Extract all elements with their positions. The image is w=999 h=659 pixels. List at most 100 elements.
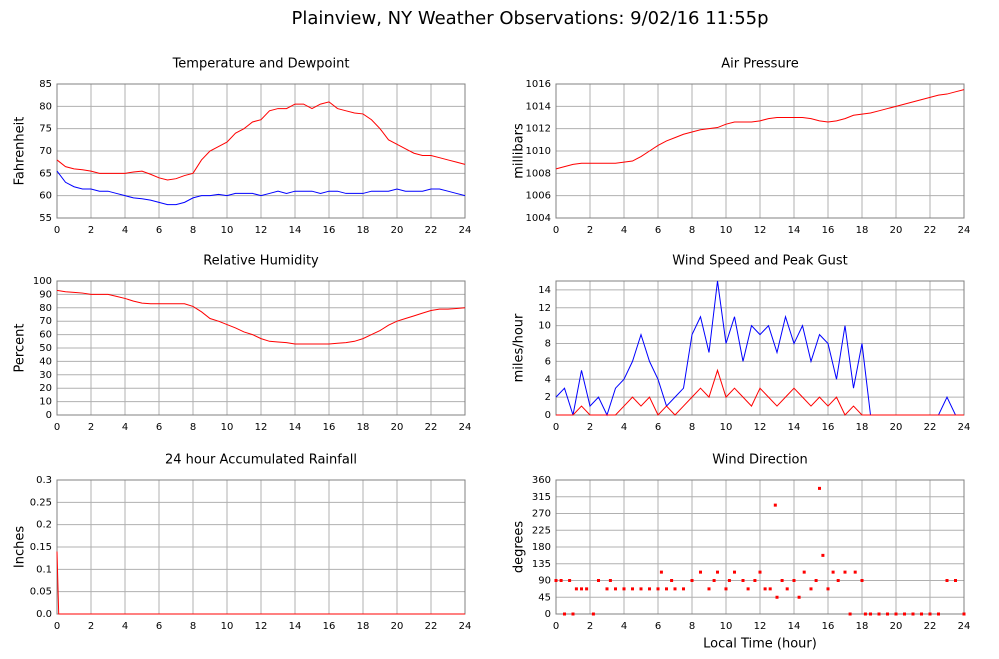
x-tick-label: 6: [156, 422, 162, 433]
data-line: [56, 170, 466, 206]
data-point: [741, 579, 745, 582]
data-point: [746, 587, 750, 591]
plot-frame: [56, 280, 466, 416]
y-axis-label: Fahrenheit: [13, 117, 28, 186]
y-tick-label: 85: [39, 79, 52, 90]
data-point: [758, 570, 762, 574]
data-point: [733, 570, 736, 574]
data-point: [580, 587, 583, 591]
y-axis-label: degrees: [512, 521, 527, 574]
x-tick-label: 14: [788, 225, 801, 236]
y-tick-label: 55: [39, 213, 52, 224]
data-line: [555, 89, 965, 170]
panel-title: Wind Speed and Peak Gust: [672, 254, 847, 269]
data-point: [826, 587, 830, 591]
y-axis-label: Inches: [13, 526, 28, 568]
y-tick-label: 50: [39, 343, 52, 354]
x-tick-label: 8: [689, 422, 695, 433]
data-point: [894, 612, 898, 616]
x-tick-label: 16: [323, 225, 336, 236]
data-point: [945, 579, 949, 582]
x-tick-label: 20: [890, 621, 903, 632]
data-point: [809, 587, 813, 591]
data-point: [920, 612, 923, 616]
x-tick-label: 0: [54, 422, 60, 433]
y-tick-label: 0.2: [36, 520, 52, 531]
x-tick-label: 24: [958, 422, 971, 433]
x-tick-label: 18: [856, 422, 869, 433]
x-tick-label: 4: [122, 621, 128, 632]
y-tick-label: 90: [538, 576, 551, 587]
data-point: [797, 595, 801, 599]
x-tick-label: 0: [553, 225, 559, 236]
data-point: [585, 587, 589, 591]
y-tick-label: 360: [532, 475, 551, 486]
x-tick-label: 24: [459, 422, 472, 433]
x-tick-label: 14: [289, 422, 302, 433]
data-point: [591, 612, 595, 616]
data-point: [605, 587, 609, 591]
x-tick-label: 12: [754, 225, 767, 236]
y-tick-label: 1010: [526, 146, 551, 157]
x-tick-label: 4: [122, 422, 128, 433]
data-point: [848, 612, 852, 616]
x-tick-label: 24: [958, 225, 971, 236]
panel-title: Relative Humidity: [203, 254, 319, 269]
x-tick-label: 22: [425, 621, 438, 632]
x-tick-label: 12: [255, 621, 268, 632]
y-tick-label: 1008: [526, 168, 551, 179]
x-tick-label: 12: [255, 225, 268, 236]
data-point: [656, 587, 660, 591]
x-tick-label: 20: [890, 422, 903, 433]
y-axis-label: miles/hour: [512, 313, 527, 382]
x-tick-label: 10: [720, 225, 733, 236]
x-tick-label: 4: [621, 621, 627, 632]
x-tick-label: 12: [255, 422, 268, 433]
y-tick-label: 0.15: [30, 542, 52, 553]
x-tick-label: 16: [323, 621, 336, 632]
page-title: Plainview, NY Weather Observations: 9/02…: [291, 8, 768, 29]
x-tick-label: 0: [54, 621, 60, 632]
data-point: [699, 570, 702, 574]
data-point: [716, 570, 719, 574]
y-tick-label: 0: [545, 410, 551, 421]
x-axis-label: Local Time (hour): [703, 637, 817, 652]
y-axis-label: Percent: [13, 324, 28, 373]
x-tick-label: 16: [323, 422, 336, 433]
y-tick-label: 20: [39, 383, 52, 394]
data-point: [554, 579, 558, 582]
x-tick-label: 12: [754, 422, 767, 433]
data-point: [665, 587, 668, 591]
data-point: [843, 570, 847, 574]
y-tick-label: 75: [39, 124, 52, 135]
data-point: [571, 612, 575, 616]
data-point: [707, 587, 711, 591]
panel-title: Temperature and Dewpoint: [172, 57, 350, 72]
y-axis-label: millibars: [512, 123, 527, 179]
x-tick-label: 2: [88, 422, 94, 433]
y-tick-label: 315: [532, 492, 551, 503]
y-tick-label: 270: [532, 509, 551, 520]
data-point: [775, 595, 779, 599]
x-tick-label: 20: [391, 225, 404, 236]
y-tick-label: 0.1: [36, 564, 52, 575]
x-tick-label: 18: [856, 621, 869, 632]
data-point: [568, 579, 572, 582]
data-point: [821, 553, 825, 557]
plot-frame: [555, 479, 965, 615]
y-tick-label: 0.0: [36, 609, 52, 620]
panel-title: Wind Direction: [712, 453, 808, 468]
data-point: [659, 570, 663, 574]
x-tick-label: 10: [221, 225, 234, 236]
x-tick-label: 2: [88, 225, 94, 236]
data-point: [597, 579, 600, 582]
x-tick-label: 0: [553, 621, 559, 632]
data-point: [818, 486, 821, 490]
data-point: [928, 612, 932, 616]
x-tick-label: 10: [720, 422, 733, 433]
data-line: [556, 368, 964, 416]
data-point: [814, 579, 818, 582]
y-tick-label: 0.3: [36, 475, 52, 486]
x-tick-label: 14: [788, 621, 801, 632]
y-tick-label: 4: [545, 374, 551, 385]
